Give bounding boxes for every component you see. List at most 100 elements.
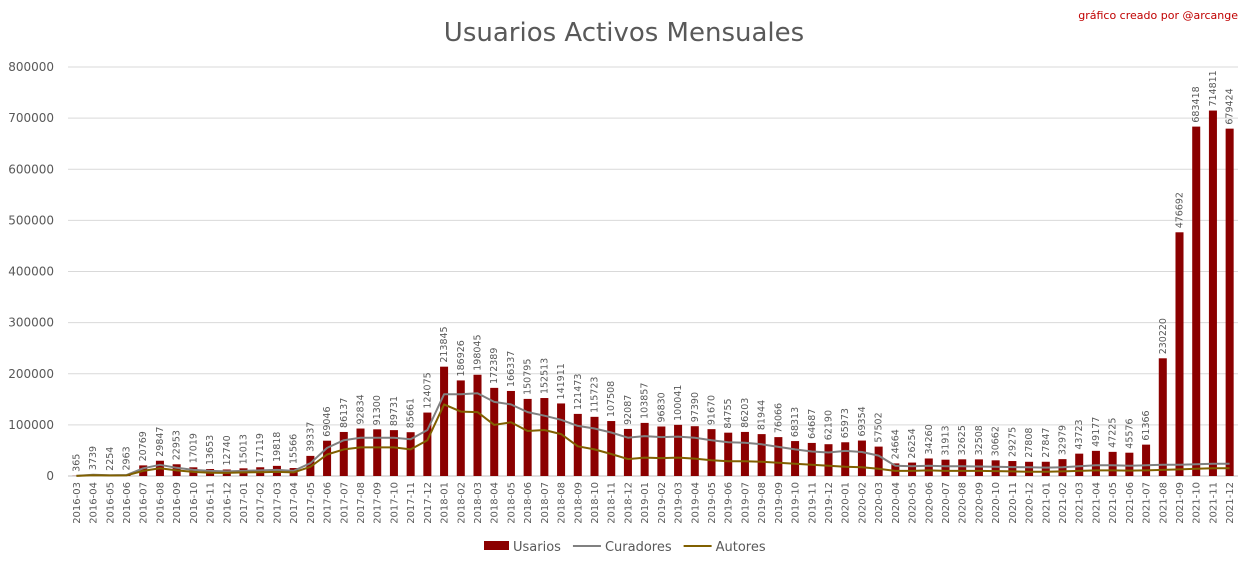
data-label: 97390 xyxy=(690,392,701,422)
bar xyxy=(774,437,783,476)
data-label: 683418 xyxy=(1191,86,1202,122)
bar xyxy=(991,460,1000,476)
x-tick-label: 2016-06 xyxy=(122,482,133,524)
bar xyxy=(323,440,332,476)
data-label: 29847 xyxy=(155,427,166,457)
data-label: 47225 xyxy=(1108,418,1119,448)
y-tick-label: 400000 xyxy=(8,265,54,279)
x-tick-label: 2020-10 xyxy=(991,482,1002,524)
x-tick-label: 2016-05 xyxy=(105,482,116,524)
data-label: 15013 xyxy=(239,434,250,464)
bar xyxy=(573,413,582,476)
bar xyxy=(791,441,800,476)
bar xyxy=(440,366,449,476)
x-tick-label: 2021-11 xyxy=(1208,482,1219,524)
x-tick-label: 2017-11 xyxy=(406,482,417,524)
data-label: 43723 xyxy=(1074,419,1085,449)
x-tick-label: 2017-08 xyxy=(356,482,367,524)
y-tick-label: 300000 xyxy=(8,316,54,330)
data-label: 150795 xyxy=(523,359,534,395)
bar xyxy=(958,459,967,476)
bar xyxy=(1091,450,1100,476)
data-label: 124075 xyxy=(422,372,433,408)
bar xyxy=(941,459,950,476)
bar xyxy=(690,426,699,476)
x-tick-label: 2017-01 xyxy=(239,482,250,524)
data-label: 49177 xyxy=(1091,417,1102,447)
data-label: 76066 xyxy=(773,403,784,433)
x-tick-label: 2016-10 xyxy=(189,482,200,524)
bar xyxy=(807,442,816,476)
bar xyxy=(674,424,683,476)
bar xyxy=(1225,128,1234,477)
x-tick-label: 2018-06 xyxy=(523,482,534,524)
data-label: 45576 xyxy=(1124,418,1135,448)
x-axis: 2016-03 2016-04 2016-05 2016-06 2016-07 2016-… xyxy=(72,482,1236,524)
x-tick-label: 2021-02 xyxy=(1058,482,1069,524)
x-tick-label: 2017-09 xyxy=(373,482,384,524)
x-tick-label: 2017-02 xyxy=(256,482,267,524)
bar xyxy=(1025,461,1034,476)
data-label: 20769 xyxy=(138,431,149,461)
x-tick-label: 2021-05 xyxy=(1108,482,1119,524)
bar xyxy=(557,403,566,476)
data-label: 92087 xyxy=(623,395,634,425)
bar xyxy=(607,421,616,476)
data-labels: 365 3739 2254 2963 20769 29847 22953 17019 13653… xyxy=(71,70,1235,472)
data-label: 27847 xyxy=(1041,428,1052,458)
legend-swatch xyxy=(484,541,509,550)
data-label: 34260 xyxy=(924,424,935,454)
data-label: 198045 xyxy=(473,334,484,370)
x-tick-label: 2018-03 xyxy=(473,482,484,524)
data-label: 69354 xyxy=(857,406,868,436)
y-tick-label: 100000 xyxy=(8,418,54,432)
x-tick-label: 2020-03 xyxy=(874,482,885,524)
x-tick-label: 2016-07 xyxy=(139,482,150,524)
x-tick-label: 2020-06 xyxy=(924,482,935,524)
x-tick-label: 2021-09 xyxy=(1175,482,1186,524)
data-label: 91670 xyxy=(707,395,718,425)
data-label: 92834 xyxy=(356,394,367,424)
legend-label: Usarios xyxy=(513,540,561,555)
data-label: 230220 xyxy=(1158,318,1169,354)
bar-series xyxy=(72,110,1234,477)
y-tick-label: 700000 xyxy=(8,111,54,125)
x-tick-label: 2020-02 xyxy=(857,482,868,524)
x-tick-label: 2019-05 xyxy=(707,482,718,524)
data-label: 24664 xyxy=(890,429,901,459)
x-tick-label: 2018-01 xyxy=(440,482,451,524)
bar xyxy=(857,440,866,476)
bar xyxy=(1142,444,1151,476)
legend-label: Curadores xyxy=(605,540,672,555)
x-tick-label: 2019-09 xyxy=(774,482,785,524)
bar xyxy=(389,430,398,476)
data-label: 27808 xyxy=(1024,428,1035,458)
x-tick-label: 2021-06 xyxy=(1125,482,1136,524)
line-series xyxy=(76,392,1230,477)
x-tick-label: 2016-03 xyxy=(72,482,83,524)
data-label: 152513 xyxy=(539,358,550,394)
y-tick-label: 200000 xyxy=(8,367,54,381)
y-tick-label: 600000 xyxy=(8,162,54,176)
x-tick-label: 2016-12 xyxy=(222,482,233,524)
x-tick-label: 2021-04 xyxy=(1091,482,1102,524)
data-label: 64687 xyxy=(807,409,818,439)
bar xyxy=(1175,232,1184,476)
x-tick-label: 2019-06 xyxy=(724,482,735,524)
bar xyxy=(1108,451,1117,476)
bar xyxy=(590,416,599,476)
data-label: 19818 xyxy=(272,432,283,462)
data-label: 65973 xyxy=(840,408,851,438)
bar xyxy=(874,446,883,476)
x-tick-label: 2019-11 xyxy=(807,482,818,524)
bar xyxy=(924,458,933,476)
x-tick-label: 2017-12 xyxy=(423,482,434,524)
bar xyxy=(908,462,917,476)
data-label: 86203 xyxy=(740,398,751,428)
data-label: 107508 xyxy=(606,381,617,417)
bar xyxy=(1125,452,1134,476)
bar xyxy=(456,380,465,476)
y-tick-label: 0 xyxy=(46,469,54,483)
x-tick-label: 2019-02 xyxy=(657,482,668,524)
y-tick-label: 800000 xyxy=(8,60,54,74)
